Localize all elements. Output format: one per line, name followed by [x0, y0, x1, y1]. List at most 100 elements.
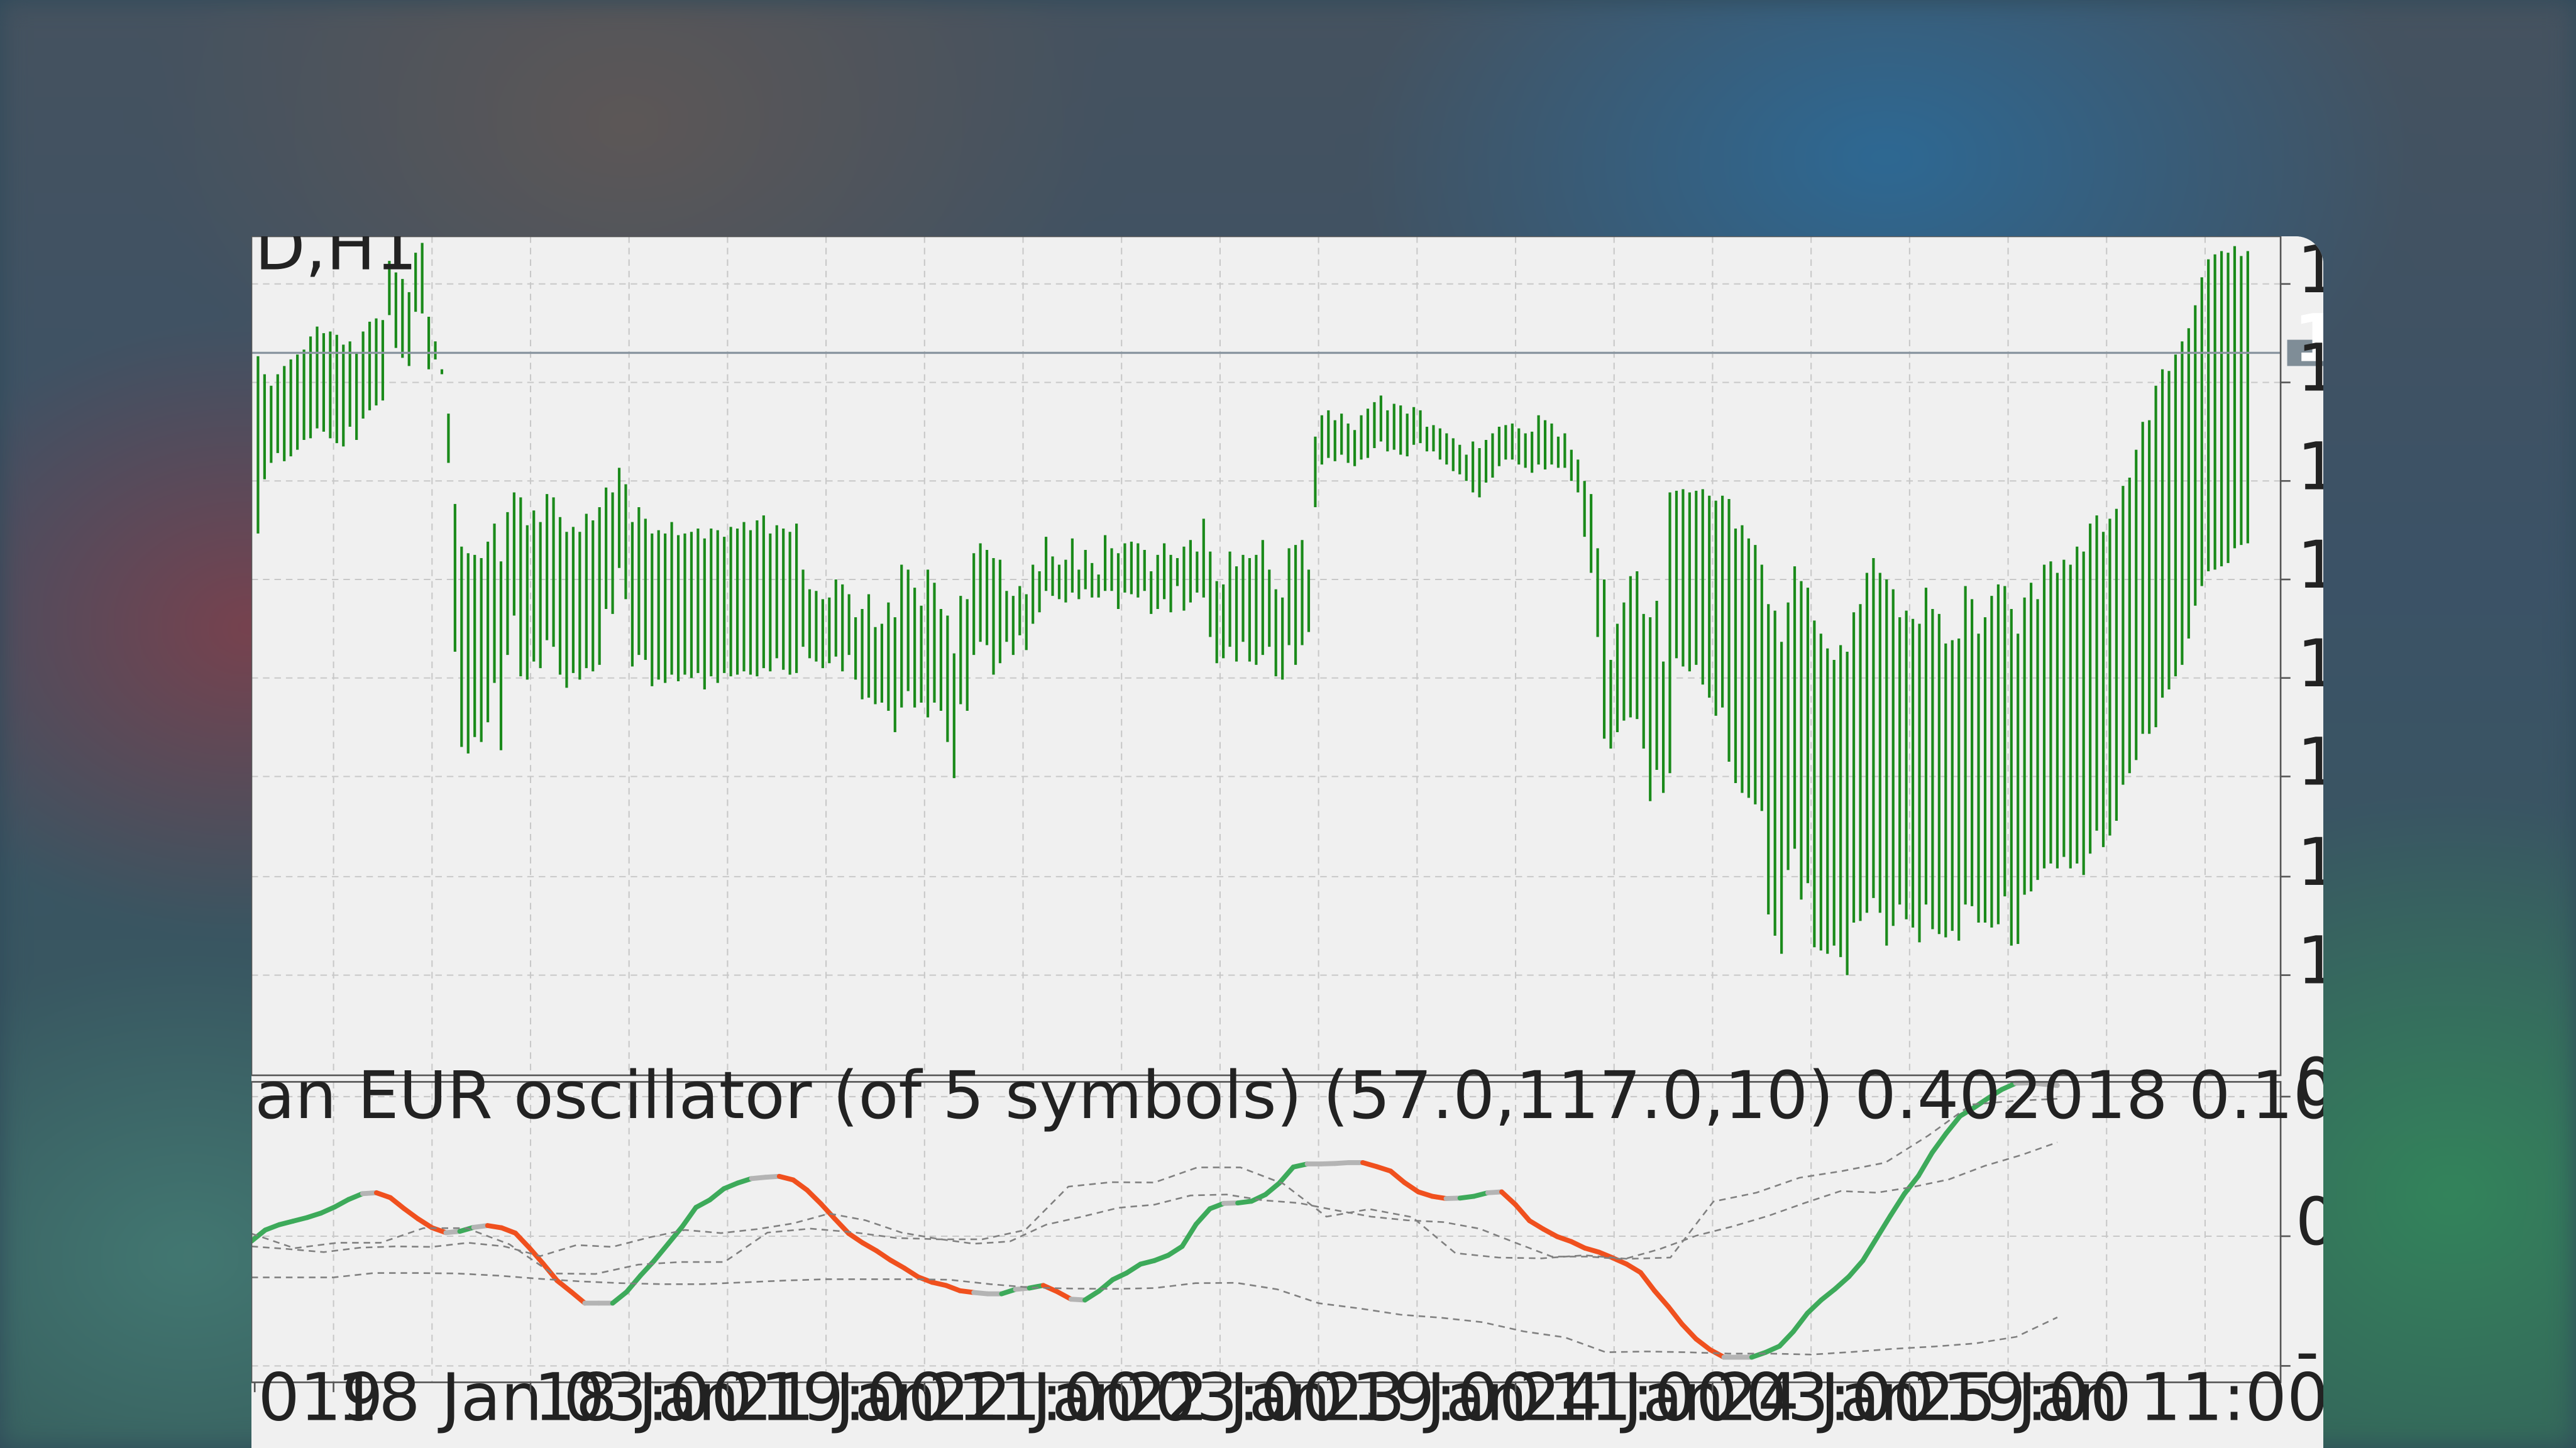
oscillator-segment: [1610, 1255, 1629, 1267]
oscillator-segment: [1165, 1244, 1185, 1258]
oscillator-segment: [888, 1258, 907, 1271]
chart-window[interactable]: D,H1 an EUR oscillator (of 5 symbols) (5…: [251, 236, 2323, 1448]
oscillator-segment: [1888, 1191, 1907, 1218]
oscillator-segment: [846, 1231, 866, 1246]
oscillator-segment: [402, 1206, 421, 1222]
grid-lines: [251, 236, 2281, 1383]
main-chart-frame: [251, 236, 2282, 1077]
price-axis-label: 1.: [2297, 330, 2323, 407]
oscillator-segment: [901, 1265, 921, 1280]
oscillator-segment: [416, 1216, 435, 1231]
oscillator-segment: [1513, 1202, 1533, 1224]
oscillator-segment: [2040, 1082, 2060, 1089]
oscillator-segment: [1915, 1149, 1935, 1178]
oscillator-segment: [1846, 1258, 1866, 1280]
oscillator-segment: [1874, 1212, 1893, 1241]
oscillator-segment: [1568, 1239, 1588, 1251]
oscillator-segment: [610, 1289, 629, 1306]
price-bars: [256, 243, 2249, 975]
oscillator-segment: [944, 1283, 962, 1293]
oscillator-band-line: [251, 1098, 2057, 1275]
price-axis-label: 1.: [2297, 625, 2323, 702]
price-axis-label: 1.: [2297, 824, 2323, 901]
time-axis-label: 24 Jan 03:00: [1519, 1359, 1934, 1436]
oscillator-segment: [1860, 1235, 1880, 1263]
oscillator-segment: [721, 1180, 740, 1192]
oscillator-segment: [1527, 1218, 1546, 1232]
oscillator-segment: [1152, 1253, 1171, 1263]
oscillator-segment: [1680, 1322, 1699, 1342]
oscillator-segment: [1902, 1173, 1921, 1197]
oscillator-segment: [251, 1227, 268, 1244]
chart-title: D,H1: [255, 236, 417, 285]
oscillator-segment: [512, 1231, 532, 1251]
oscillator-segment: [651, 1241, 671, 1263]
oscillator-segment: [568, 1289, 588, 1306]
oscillator-segment: [860, 1240, 879, 1254]
oscillator-segment: [805, 1187, 823, 1207]
oscillator-segment: [1638, 1270, 1657, 1293]
oscillator-segment: [1402, 1180, 1421, 1195]
time-axis-label: 21 Jan 11:00: [731, 1359, 1147, 1436]
oscillator-segment: [680, 1205, 699, 1230]
oscillator-segment: [332, 1197, 351, 1210]
oscillator-segment: [1999, 1080, 2018, 1092]
oscillator-segment: [818, 1201, 838, 1222]
time-axis-label: 24 Jan 19:00: [1716, 1359, 2132, 1436]
osc-axis-label: -0: [2296, 1313, 2323, 1390]
current-price-tag-label: 1.: [2294, 300, 2323, 377]
osc-axis-label: 0.: [2296, 1044, 2323, 1121]
oscillator-segment: [1124, 1261, 1143, 1276]
oscillator-segment: [1541, 1226, 1560, 1239]
indicator-frame: [251, 1081, 2282, 1383]
time-axis-label: 18 Jan 03:00: [337, 1359, 752, 1436]
oscillator-segment: [790, 1177, 810, 1193]
time-axis-label: 23 Jan 11:00: [1322, 1359, 1737, 1436]
oscillator-band-line: [251, 1272, 2058, 1356]
oscillator-segment: [1110, 1270, 1130, 1283]
oscillator-lines: [251, 1080, 2060, 1360]
oscillator-segment: [666, 1224, 685, 1246]
oscillator-segment: [915, 1274, 935, 1285]
oscillator-segment: [263, 1222, 282, 1233]
indicator-title: an EUR oscillator (of 5 symbols) (57.0,1…: [255, 1057, 2323, 1134]
oscillator-segment: [1082, 1288, 1101, 1303]
price-axis-label: 1.: [2297, 527, 2323, 603]
oscillator-segment: [707, 1186, 727, 1203]
oscillator-segment: [1957, 1105, 1977, 1119]
oscillator-segment: [1930, 1131, 1949, 1155]
oscillator-segment: [1249, 1192, 1269, 1204]
oscillator-segment: [1277, 1165, 1296, 1186]
oscillator-segment: [1193, 1206, 1213, 1227]
oscillator-segment: [1819, 1286, 1838, 1303]
oscillator-segment: [1499, 1189, 1518, 1207]
oscillator-band-line: [251, 1141, 2058, 1260]
oscillator-segment: [1624, 1261, 1643, 1275]
oscillator-segment: [1763, 1344, 1782, 1355]
time-axis-label: 019: [258, 1359, 383, 1436]
price-axis-label: 1.: [2297, 724, 2323, 801]
oscillator-segment: [1207, 1200, 1226, 1212]
oscillator-segment: [1776, 1329, 1796, 1349]
oscillator-segment: [1652, 1288, 1671, 1310]
chart-canvas[interactable]: D,H1 an EUR oscillator (of 5 symbols) (5…: [251, 236, 2323, 1448]
oscillator-segment: [1791, 1310, 1810, 1334]
oscillator-segment: [1805, 1297, 1824, 1316]
price-axis-label: 1.: [2297, 236, 2323, 308]
oscillator-segment: [527, 1245, 546, 1266]
oscillator-segment: [1263, 1180, 1282, 1197]
axis-labels: D,H1 an EUR oscillator (of 5 symbols) (5…: [253, 236, 2323, 1436]
time-axis-label: 22 Jan 03:00: [928, 1359, 1343, 1436]
time-axis-label: 22 Jan 19:00: [1125, 1359, 1540, 1436]
oscillator-segment: [1985, 1087, 2005, 1101]
price-axis-label: 1.: [2297, 923, 2323, 999]
oscillator-segment: [1832, 1274, 1852, 1292]
oscillator-segment: [1944, 1113, 1963, 1136]
oscillator-segment: [318, 1204, 338, 1216]
oscillator-segment: [874, 1248, 893, 1263]
time-axis-label: 25 Jan 11:00: [1913, 1359, 2323, 1436]
oscillator-segment: [388, 1195, 407, 1212]
oscillator-segment: [1179, 1222, 1199, 1249]
current-price-tag: [2287, 339, 2323, 366]
price-axis-label: 1.: [2297, 428, 2323, 505]
